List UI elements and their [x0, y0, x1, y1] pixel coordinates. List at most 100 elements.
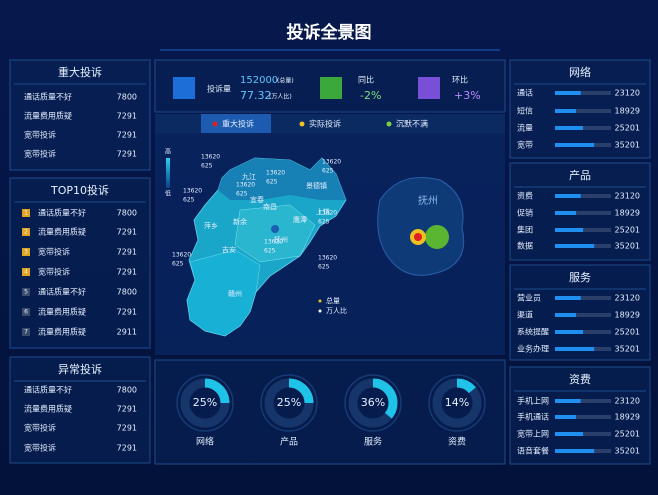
row-name: 短信: [517, 106, 533, 116]
row-name: 通话质量不好: [24, 385, 72, 395]
panel-title: 网络: [569, 65, 591, 79]
bar-track: [555, 313, 611, 317]
row-name: 流量费用质疑: [24, 111, 72, 121]
callout-ratio: 625: [183, 197, 195, 204]
rank-badge: [22, 209, 30, 217]
legend-low: 低: [165, 190, 171, 198]
row-value: 7291: [117, 444, 137, 453]
legend-dot: [318, 309, 322, 313]
row-value: 25201: [615, 328, 640, 337]
row-value: 25201: [615, 430, 640, 439]
row-name: 宽带: [517, 140, 533, 150]
row-name: 宽带投诉: [38, 267, 70, 277]
bar: [555, 126, 584, 130]
row-value: 7291: [117, 268, 137, 277]
panel-title: 异常投诉: [58, 362, 102, 376]
bar-track: [555, 109, 611, 113]
donut-label: 25%: [193, 396, 217, 409]
callout-total: 13620: [236, 182, 255, 189]
bar: [555, 244, 595, 248]
donut-label: 25%: [277, 396, 301, 409]
tab-dot: [299, 121, 305, 127]
page-title: 投诉全景图: [287, 22, 372, 43]
callout-total: 13620: [201, 154, 220, 161]
row-name: 流量: [517, 123, 533, 133]
callout-ratio: 625: [172, 261, 184, 268]
bar: [555, 91, 581, 95]
bar: [555, 228, 584, 232]
province-map: [166, 157, 465, 337]
rank-badge: [22, 328, 30, 336]
panel: [9, 59, 151, 171]
bar: [555, 432, 584, 436]
stat-total: 152000: [240, 75, 278, 86]
row-name: 宽带投诉: [24, 149, 56, 159]
tab-active[interactable]: [201, 114, 271, 133]
bar: [555, 330, 584, 334]
bar: [555, 449, 595, 453]
bar-track: [555, 91, 611, 95]
legend-gradient: [166, 158, 170, 188]
row-name: 通话质量不好: [38, 287, 86, 297]
stat-label: 投诉量: [207, 84, 231, 94]
legend-label: 万人比: [326, 306, 347, 315]
row-value: 25201: [615, 226, 640, 235]
rank: 1: [24, 210, 28, 217]
row-value: 7800: [117, 209, 137, 218]
city-label: 宜春: [250, 195, 264, 204]
bar-track: [555, 296, 611, 300]
bar-track: [555, 415, 611, 419]
rank-badge: [22, 308, 30, 316]
row-value: 35201: [615, 345, 640, 354]
bar: [555, 143, 595, 147]
tab-dot: [386, 121, 392, 127]
bar-track: [555, 211, 611, 215]
city-label: 九江: [242, 172, 256, 181]
rank-badge: [22, 288, 30, 296]
city-label: 上饶: [316, 207, 330, 216]
row-value: 7291: [117, 424, 137, 433]
row-name: 资费: [517, 191, 533, 201]
donut-name: 资费: [448, 436, 466, 448]
stat-unit: (总量): [277, 77, 294, 85]
tab[interactable]: 实际投诉: [309, 119, 341, 129]
panel: [509, 264, 651, 361]
panel-title: 服务: [569, 271, 591, 284]
row-value: 7800: [117, 288, 137, 297]
row-value: 23120: [615, 192, 640, 201]
row-value: 18929: [615, 107, 640, 116]
tab[interactable]: 沉默不满: [396, 119, 428, 129]
bar-track: [555, 399, 611, 403]
row-value: 35201: [615, 242, 640, 251]
bar: [555, 296, 581, 300]
panel-title: 资费: [569, 373, 591, 386]
panel: [9, 177, 151, 349]
city-label: 萍乡: [204, 221, 218, 230]
donut-arc: [432, 378, 482, 428]
inset-label: 抚州: [418, 195, 438, 207]
rank: 5: [24, 289, 28, 296]
donut-ring: [176, 374, 234, 432]
tab[interactable]: 重大投诉: [222, 119, 254, 129]
stat-label: 环比: [452, 75, 468, 85]
city-label: 景德镇: [306, 181, 327, 190]
row-value: 23120: [615, 89, 640, 98]
rank-badge: [22, 268, 30, 276]
row-name: 营业员: [517, 293, 541, 303]
bar: [555, 347, 595, 351]
callout-ratio: 625: [318, 219, 330, 226]
legend-label: 总量: [326, 296, 340, 305]
callout-total: 13620: [172, 252, 191, 259]
inset-marker: [425, 225, 449, 249]
row-name: 手机通话: [517, 412, 549, 422]
callout-ratio: 625: [201, 163, 213, 170]
row-name: 手机上网: [517, 396, 549, 406]
donut-name: 产品: [280, 436, 298, 448]
bar: [555, 211, 577, 215]
south-region: [186, 249, 261, 337]
city-label: 抚州: [274, 235, 288, 244]
icon: [418, 77, 440, 99]
rank: 7: [24, 329, 28, 336]
callout-ratio: 625: [236, 191, 248, 198]
